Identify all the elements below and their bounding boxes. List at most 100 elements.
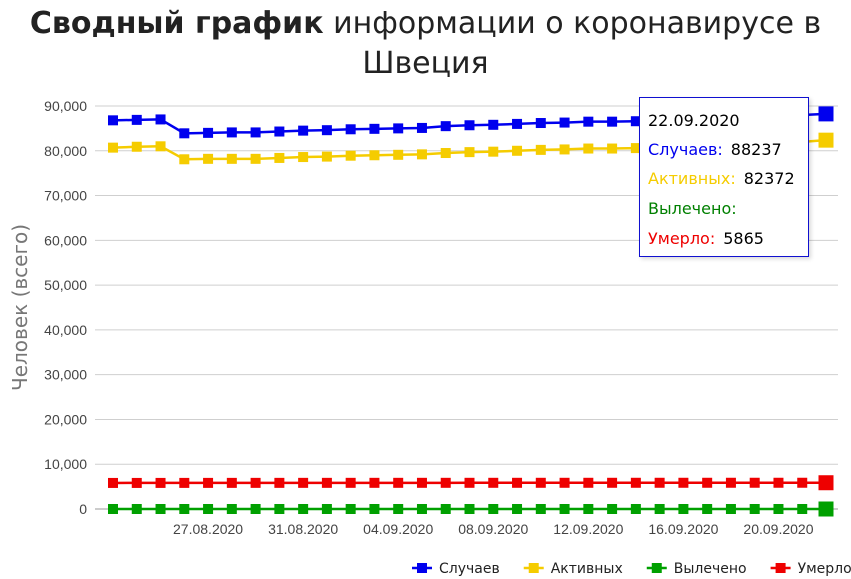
data-point-active	[464, 147, 475, 158]
data-point-recovered	[559, 504, 570, 514]
data-point-active	[321, 151, 332, 162]
data-point-recovered	[583, 504, 594, 514]
x-tick-label: 16.09.2020	[648, 521, 718, 537]
data-point-recovered	[274, 504, 285, 514]
tooltip-cases-row: Случаев: 88237	[648, 140, 782, 159]
x-tick-label: 08.09.2020	[458, 521, 528, 537]
tooltip-active-row: Активных: 82372	[648, 169, 795, 188]
data-point-cases	[818, 106, 834, 122]
data-point-recovered	[440, 504, 451, 514]
legend-marker-cases	[417, 563, 427, 573]
data-point-recovered	[512, 504, 523, 514]
tooltip-date: 22.09.2020	[648, 111, 740, 130]
data-point-recovered	[464, 504, 475, 514]
data-point-active	[298, 152, 309, 163]
data-point-recovered	[773, 504, 784, 514]
data-point-cases	[274, 126, 285, 137]
chart-title-bold: Сводный график	[29, 6, 324, 41]
data-point-recovered	[416, 504, 427, 514]
data-point-deaths	[179, 477, 190, 488]
data-point-active	[155, 141, 166, 152]
legend-marker-recovered	[651, 563, 662, 573]
legend-label-active: Активных	[551, 561, 623, 577]
data-point-cases	[203, 127, 214, 138]
chart-tooltip: 22.09.2020 Случаев: 88237 Активных: 82372 …	[639, 97, 809, 257]
data-point-active	[369, 150, 380, 161]
data-point-deaths	[818, 475, 834, 491]
tooltip-recovered-label: Вылечено:	[648, 199, 737, 218]
data-point-deaths	[630, 477, 641, 488]
data-point-cases	[393, 123, 404, 134]
tooltip-deaths-row: Умерло: 5865	[648, 229, 764, 248]
data-point-active	[559, 144, 570, 155]
y-tick-label: 50,000	[44, 277, 87, 293]
data-point-active	[203, 153, 214, 164]
y-tick-label: 70,000	[44, 188, 87, 204]
x-tick-label: 04.09.2020	[363, 521, 433, 537]
data-point-recovered	[345, 504, 356, 514]
data-point-deaths	[345, 477, 356, 488]
data-point-recovered	[250, 504, 261, 514]
legend-label-deaths: Умерло	[798, 561, 851, 577]
data-point-active	[416, 149, 427, 160]
y-axis-title: Человек (всего)	[8, 224, 32, 391]
x-tick-label: 27.08.2020	[173, 521, 243, 537]
legend-marker-active	[528, 563, 539, 573]
data-point-recovered	[654, 504, 665, 514]
data-point-deaths	[725, 477, 736, 488]
data-point-active	[226, 153, 237, 164]
data-point-recovered	[818, 501, 834, 517]
data-point-active	[179, 154, 190, 165]
chart-title-rest: информации о коронавирусе в Швеция	[323, 6, 822, 81]
data-point-active	[274, 152, 285, 163]
tooltip-cases-value: 88237	[730, 140, 782, 159]
tooltip-active-value: 82372	[743, 169, 795, 188]
data-point-deaths	[535, 477, 546, 488]
data-point-active	[488, 146, 499, 157]
data-point-cases	[108, 115, 118, 126]
data-point-deaths	[607, 477, 618, 488]
data-point-deaths	[773, 477, 784, 488]
data-point-deaths	[797, 477, 808, 488]
data-point-deaths	[512, 477, 523, 488]
y-tick-label: 60,000	[44, 232, 87, 248]
data-point-deaths	[369, 477, 380, 488]
data-point-recovered	[321, 504, 332, 514]
x-tick-label: 12.09.2020	[553, 521, 623, 537]
data-point-recovered	[226, 504, 237, 514]
data-point-cases	[464, 120, 475, 131]
data-point-cases	[630, 116, 641, 127]
tooltip-recovered-row: Вылечено:	[648, 199, 745, 218]
data-point-cases	[321, 125, 332, 136]
data-point-deaths	[274, 477, 285, 488]
data-point-cases	[559, 117, 570, 128]
data-point-deaths	[131, 477, 142, 488]
data-point-recovered	[678, 504, 689, 514]
data-point-deaths	[440, 477, 451, 488]
data-point-active	[512, 145, 523, 156]
data-point-deaths	[702, 477, 713, 488]
legend-label-cases: Случаев	[439, 561, 500, 577]
x-tick-label: 20.09.2020	[743, 521, 813, 537]
data-point-cases	[345, 124, 356, 135]
data-point-cases	[535, 118, 546, 129]
data-point-active	[108, 142, 118, 153]
data-point-deaths	[393, 477, 404, 488]
y-tick-label: 20,000	[44, 411, 87, 427]
data-point-cases	[179, 128, 190, 139]
data-point-active	[607, 143, 618, 154]
data-point-active	[131, 141, 142, 152]
data-point-recovered	[203, 504, 214, 514]
data-point-recovered	[535, 504, 546, 514]
data-point-active	[583, 143, 594, 154]
y-tick-label: 90,000	[44, 98, 87, 114]
tooltip-active-label: Активных:	[648, 169, 736, 188]
data-point-recovered	[108, 504, 118, 514]
data-point-cases	[416, 122, 427, 133]
data-point-cases	[607, 116, 618, 127]
data-point-cases	[155, 114, 166, 125]
data-point-cases	[488, 119, 499, 130]
data-point-recovered	[393, 504, 404, 514]
data-point-active	[250, 153, 261, 164]
